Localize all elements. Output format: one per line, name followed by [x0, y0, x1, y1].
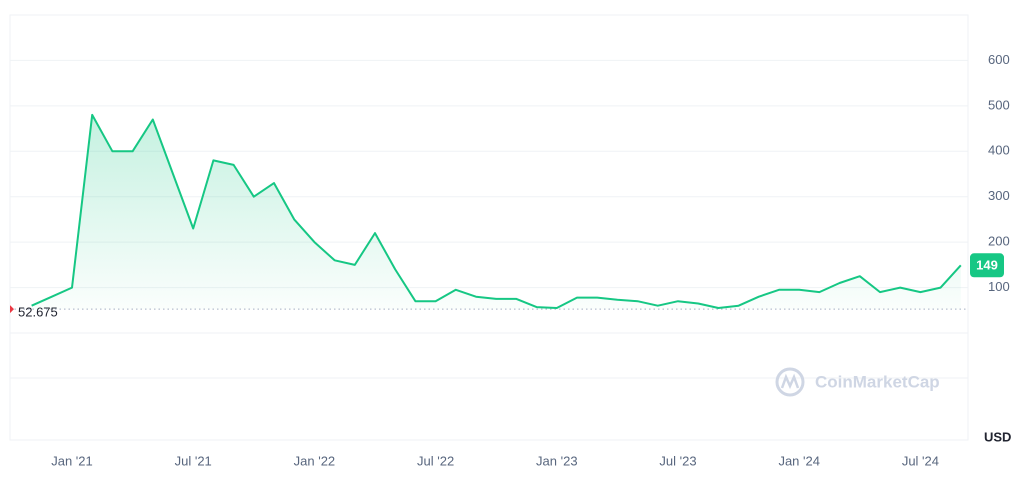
price-badge: [970, 253, 1004, 278]
watermark-text: CoinMarketCap: [815, 372, 940, 391]
x-tick-label: Jan '22: [294, 453, 336, 468]
x-tick-label: Jan '21: [51, 453, 93, 468]
x-tick-label: Jan '23: [536, 453, 578, 468]
y-tick-label: 100: [988, 279, 1010, 294]
x-tick-label: Jul '23: [659, 453, 696, 468]
x-tick-label: Jul '21: [175, 453, 212, 468]
price-line: [31, 113, 962, 309]
watermark: CoinMarketCap: [775, 367, 940, 397]
x-tick-label: Jul '22: [417, 453, 454, 468]
x-tick-label: Jan '24: [778, 453, 820, 468]
price-area: [31, 114, 961, 310]
y-tick-label: 400: [988, 143, 1010, 158]
baseline-marker: [10, 305, 14, 314]
y-tick-label: 300: [988, 188, 1010, 203]
currency-label: USD: [984, 429, 1011, 444]
y-tick-label: 200: [988, 234, 1010, 249]
price-badge-label: 149: [976, 258, 998, 273]
x-tick-label: Jul '24: [902, 453, 939, 468]
y-tick-label: 600: [988, 52, 1010, 67]
y-tick-label: 500: [988, 97, 1010, 112]
plot-frame: [9, 14, 969, 441]
